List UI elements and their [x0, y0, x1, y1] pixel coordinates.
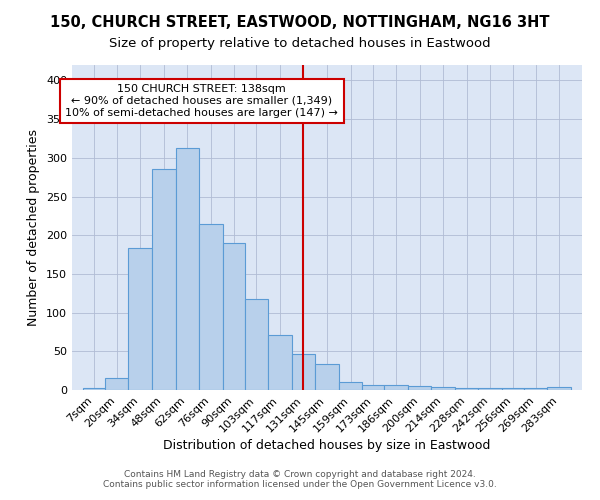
Bar: [83, 388, 105, 390]
Bar: [455, 388, 478, 390]
Bar: [502, 388, 524, 390]
Bar: [362, 384, 384, 390]
X-axis label: Distribution of detached houses by size in Eastwood: Distribution of detached houses by size …: [163, 440, 491, 452]
Text: Contains HM Land Registry data © Crown copyright and database right 2024.
Contai: Contains HM Land Registry data © Crown c…: [103, 470, 497, 489]
Bar: [128, 248, 152, 390]
Bar: [223, 243, 245, 390]
Text: 150, CHURCH STREET, EASTWOOD, NOTTINGHAM, NG16 3HT: 150, CHURCH STREET, EASTWOOD, NOTTINGHAM…: [50, 15, 550, 30]
Bar: [384, 386, 408, 390]
Bar: [408, 386, 431, 390]
Bar: [339, 382, 362, 390]
Bar: [431, 387, 455, 390]
Bar: [268, 335, 292, 390]
Bar: [152, 170, 176, 390]
Bar: [524, 388, 547, 390]
Bar: [315, 364, 339, 390]
Bar: [199, 224, 223, 390]
Y-axis label: Number of detached properties: Number of detached properties: [28, 129, 40, 326]
Bar: [478, 388, 502, 390]
Bar: [292, 354, 315, 390]
Bar: [245, 300, 268, 390]
Bar: [547, 387, 571, 390]
Text: Size of property relative to detached houses in Eastwood: Size of property relative to detached ho…: [109, 38, 491, 51]
Bar: [105, 378, 128, 390]
Text: 150 CHURCH STREET: 138sqm
← 90% of detached houses are smaller (1,349)
10% of se: 150 CHURCH STREET: 138sqm ← 90% of detac…: [65, 84, 338, 117]
Bar: [176, 148, 199, 390]
